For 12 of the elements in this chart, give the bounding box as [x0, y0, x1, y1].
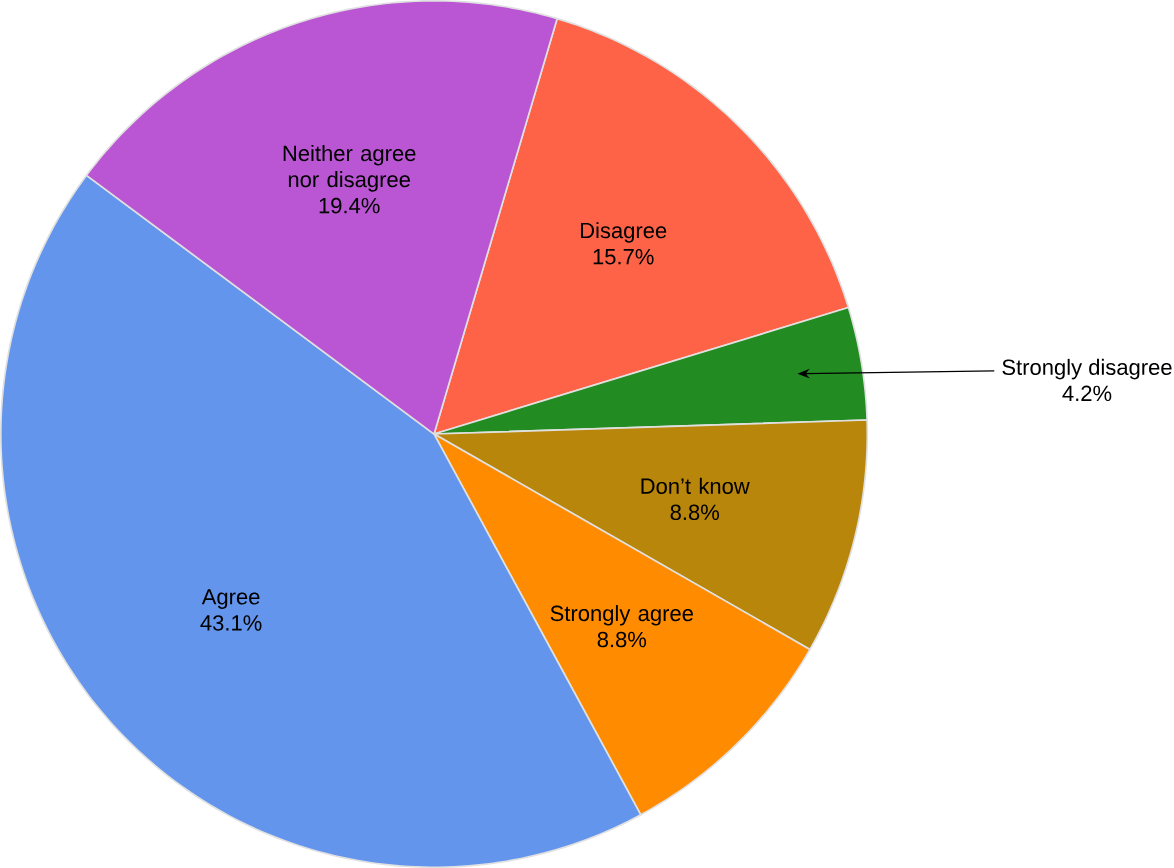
- data-label: 19.4%: [319, 197, 380, 214]
- slice-label: Strongly disagree: [1002, 358, 1172, 380]
- data-label: 15.7%: [593, 248, 654, 265]
- data-label: 8.8%: [670, 504, 720, 521]
- data-label: 8.8%: [597, 631, 647, 648]
- slice-label: Neither agree nor disagree: [283, 144, 416, 192]
- slice-label: Agree: [201, 589, 260, 609]
- slice-label: Don’t know: [641, 477, 750, 494]
- data-label: 4.2%: [1062, 385, 1112, 402]
- slice-label: Strongly agree: [550, 604, 693, 626]
- data-label: 43.1%: [200, 615, 262, 631]
- slice-label: Disagree: [580, 222, 667, 243]
